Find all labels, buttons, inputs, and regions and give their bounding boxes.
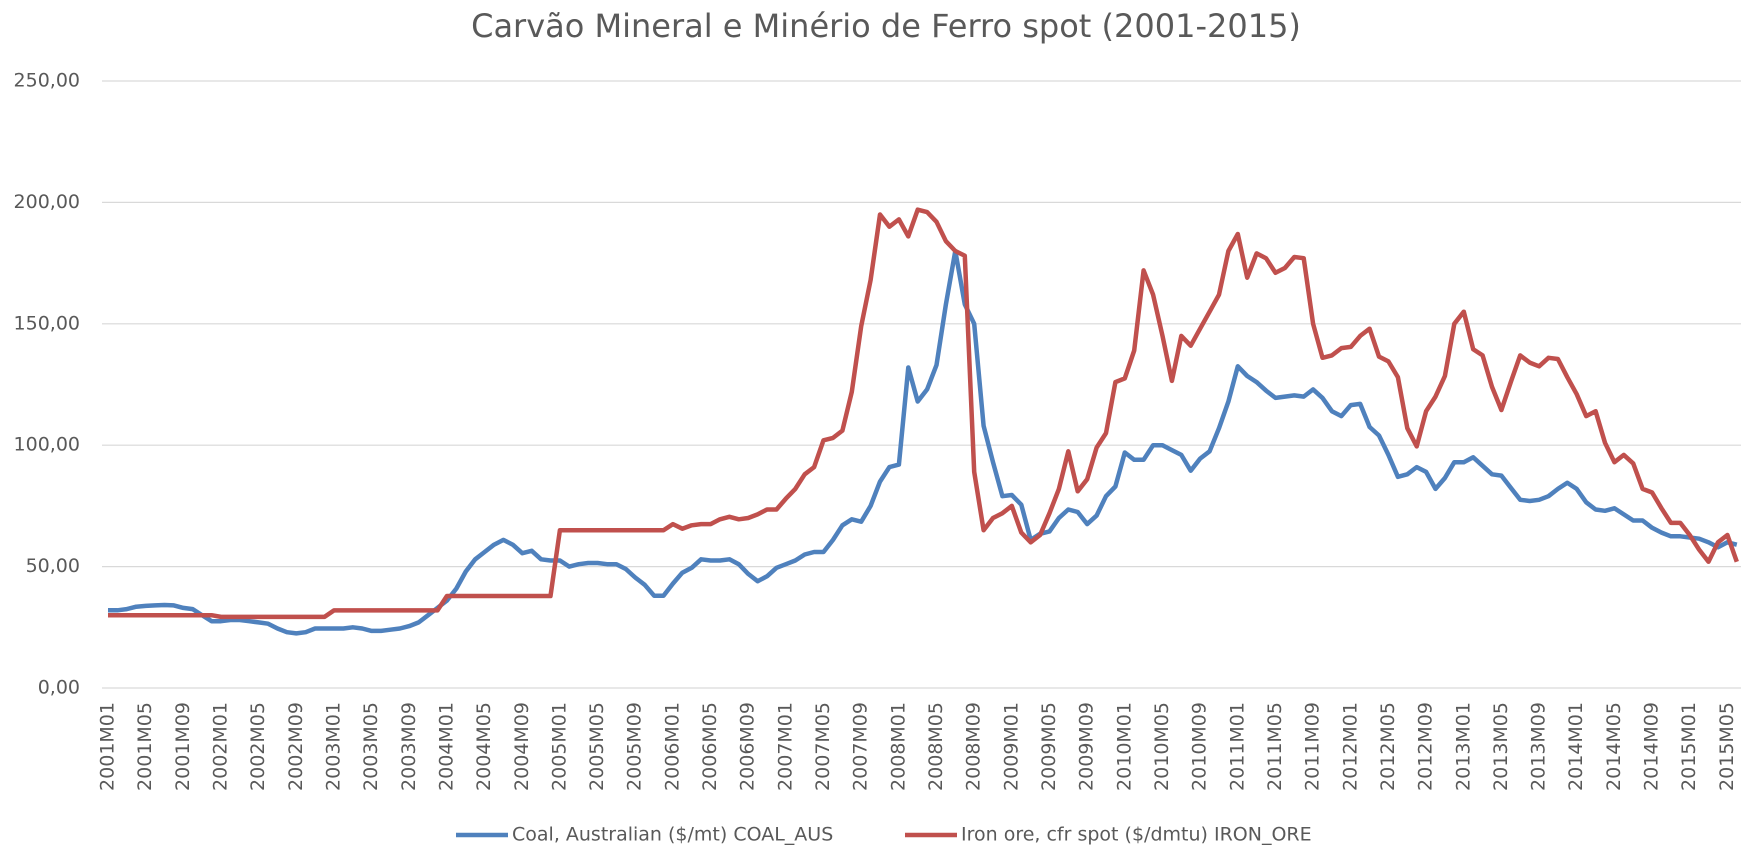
x-tick-label: 2004M01 — [435, 702, 457, 791]
x-tick-label: 2006M05 — [699, 702, 721, 791]
x-tick-label: 2001M09 — [172, 702, 194, 791]
x-tick-label: 2010M09 — [1189, 702, 1211, 791]
x-tick-label: 2002M09 — [285, 702, 307, 791]
y-tick-label: 50,00 — [26, 555, 80, 577]
x-tick-label: 2011M01 — [1226, 702, 1248, 791]
x-tick-label: 2011M05 — [1264, 702, 1286, 791]
legend-label: Iron ore, cfr spot ($/dmtu) IRON_ORE — [961, 824, 1312, 846]
x-tick-label: 2013M01 — [1452, 702, 1474, 791]
x-tick-label: 2003M05 — [360, 702, 382, 791]
x-tick-label: 2003M01 — [322, 702, 344, 791]
x-tick-label: 2011M09 — [1302, 702, 1324, 791]
x-tick-label: 2006M09 — [737, 702, 759, 791]
x-tick-label: 2008M09 — [963, 702, 985, 791]
x-tick-label: 2002M05 — [247, 702, 269, 791]
x-tick-label: 2012M05 — [1377, 702, 1399, 791]
x-tick-label: 2004M09 — [511, 702, 533, 791]
x-tick-label: 2008M01 — [887, 702, 909, 791]
x-tick-label: 2005M05 — [586, 702, 608, 791]
y-tick-label: 150,00 — [14, 312, 80, 334]
x-tick-label: 2015M01 — [1678, 702, 1700, 791]
legend-label: Coal, Australian ($/mt) COAL_AUS — [512, 824, 833, 846]
x-tick-label: 2009M05 — [1038, 702, 1060, 791]
y-tick-label: 250,00 — [14, 70, 80, 92]
chart-title: Carvão Mineral e Minério de Ferro spot (… — [471, 7, 1301, 45]
x-tick-label: 2001M05 — [134, 702, 156, 791]
y-tick-label: 100,00 — [14, 434, 80, 456]
x-tick-label: 2015M05 — [1716, 702, 1738, 791]
data-line — [108, 248, 1738, 636]
y-tick-label: 0,00 — [38, 677, 80, 699]
data-line — [108, 207, 1739, 620]
x-tick-label: 2007M05 — [812, 702, 834, 791]
x-tick-label: 2012M01 — [1339, 702, 1361, 791]
y-tick-label: 200,00 — [14, 191, 80, 213]
x-tick-label: 2014M09 — [1641, 702, 1663, 791]
x-tick-label: 2014M05 — [1603, 702, 1625, 791]
x-tick-label: 2013M09 — [1528, 702, 1550, 791]
x-tick-label: 2009M01 — [1000, 702, 1022, 791]
x-tick-label: 2010M05 — [1151, 702, 1173, 791]
x-tick-label: 2012M09 — [1415, 702, 1437, 791]
x-tick-label: 2007M01 — [774, 702, 796, 791]
x-tick-label: 2005M09 — [624, 702, 646, 791]
x-tick-label: 2005M01 — [548, 702, 570, 791]
x-tick-label: 2001M01 — [97, 702, 119, 791]
x-tick-label: 2002M01 — [209, 702, 231, 791]
x-tick-label: 2007M09 — [850, 702, 872, 791]
x-tick-label: 2004M05 — [473, 702, 495, 791]
x-tick-label: 2009M09 — [1076, 702, 1098, 791]
x-tick-label: 2006M01 — [661, 702, 683, 791]
x-tick-label: 2010M01 — [1113, 702, 1135, 791]
x-tick-label: 2014M01 — [1565, 702, 1587, 791]
x-tick-label: 2008M05 — [925, 702, 947, 791]
x-tick-label: 2003M09 — [398, 702, 420, 791]
x-tick-label: 2013M05 — [1490, 702, 1512, 791]
